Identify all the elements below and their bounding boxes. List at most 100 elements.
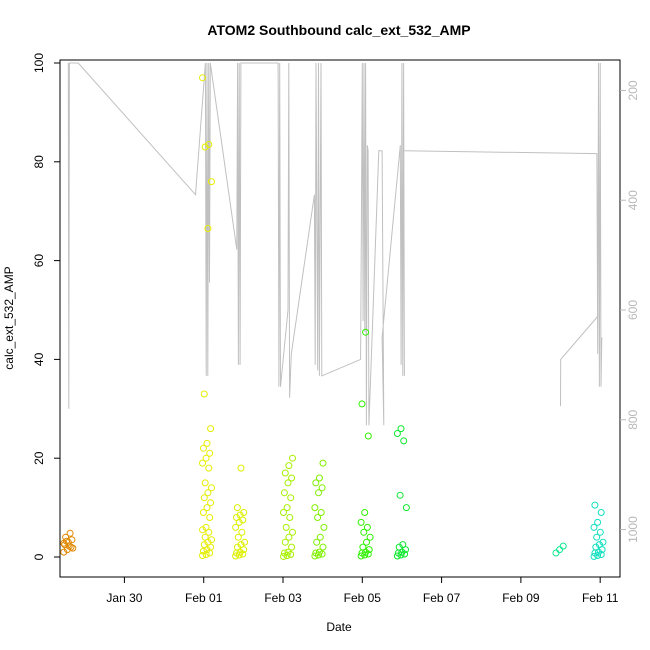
point-8-10 <box>596 528 604 536</box>
point-4-16 <box>319 459 327 467</box>
point-3-16 <box>288 474 296 482</box>
y2-tick-label-3: 800 <box>626 409 640 429</box>
point-4-9 <box>314 514 322 521</box>
point-3-14 <box>280 489 288 497</box>
point-4-12 <box>315 489 322 497</box>
point-7-0 <box>552 549 560 557</box>
y-tick-label-4: 80 <box>32 155 46 169</box>
point-7-2 <box>559 542 567 550</box>
point-3-15 <box>284 479 292 487</box>
point-5-0 <box>357 552 365 560</box>
point-1-18 <box>204 489 212 497</box>
point-1-20 <box>201 479 209 487</box>
point-1-19 <box>208 484 215 492</box>
point-4-14 <box>312 479 320 487</box>
point-5-9 <box>360 528 368 536</box>
point-3-0 <box>280 553 287 560</box>
y2-tick-label-2: 600 <box>626 300 640 320</box>
x-axis: Jan 30 Feb 01 Feb 03 Feb 05 Feb 07 Feb 09 Feb … <box>106 577 619 605</box>
point-4-7 <box>316 533 324 541</box>
x-tick-label-6: Feb 11 <box>582 591 619 605</box>
y-tick-label-1: 20 <box>32 451 46 465</box>
point-5-14 <box>358 400 366 408</box>
chart-title: ATOM2 Southbound calc_ext_532_AMP <box>207 22 470 38</box>
point-1-13 <box>206 514 214 521</box>
point-5-11 <box>357 518 365 526</box>
point-3-6 <box>281 538 289 546</box>
point-1-17 <box>200 494 208 502</box>
point-1-25 <box>199 444 207 452</box>
point-1-9 <box>201 533 209 541</box>
point-2-7 <box>237 541 245 549</box>
point-8-11 <box>590 523 598 531</box>
point-6-9 <box>396 491 404 499</box>
point-1-29 <box>204 225 212 232</box>
point-1-28 <box>200 390 208 398</box>
point-1-33 <box>199 74 206 82</box>
point-4-4 <box>315 548 323 556</box>
point-3-13 <box>287 494 295 502</box>
point-3-9 <box>282 523 290 531</box>
point-1-30 <box>208 178 215 186</box>
point-1-23 <box>202 454 210 462</box>
point-1-3 <box>199 547 207 555</box>
y-tick-label-2: 40 <box>32 352 46 366</box>
plot-frame <box>59 59 621 578</box>
point-6-7 <box>399 541 407 549</box>
point-1-22 <box>199 459 206 467</box>
point-3-18 <box>285 462 293 470</box>
point-8-12 <box>594 518 602 526</box>
x-tick-label-2: Feb 03 <box>264 591 302 605</box>
y2-tick-label-0: 200 <box>626 80 640 100</box>
point-3-5 <box>288 543 296 551</box>
y-tick-label-0: 0 <box>32 553 46 560</box>
depth-track-lines <box>67 62 603 426</box>
point-2-11 <box>232 523 240 531</box>
point-0-11 <box>60 539 68 547</box>
point-3-12 <box>283 504 291 512</box>
point-3-19 <box>289 454 296 462</box>
point-4-3 <box>312 549 320 557</box>
point-4-8 <box>320 523 328 531</box>
point-1-32 <box>205 141 213 148</box>
point-4-13 <box>318 484 326 492</box>
point-2-0 <box>232 552 240 560</box>
point-6-8 <box>402 504 410 512</box>
depth-line-2 <box>560 315 599 407</box>
x-tick-label-4: Feb 07 <box>423 591 461 605</box>
point-2-18 <box>237 464 245 472</box>
y-axis: 0 20 40 60 80 100 <box>32 53 60 560</box>
point-7-1 <box>556 546 564 554</box>
point-0-8 <box>69 544 77 552</box>
y2-axis: 200 400 600 800 1000 <box>620 80 640 543</box>
scatter-points <box>60 74 607 560</box>
point-8-0 <box>590 553 598 560</box>
point-4-0 <box>311 552 319 560</box>
point-5-15 <box>362 328 370 336</box>
x-tick-label-1: Feb 01 <box>185 591 223 605</box>
y2-tick-label-4: 1000 <box>626 516 640 543</box>
point-1-24 <box>206 449 214 457</box>
point-3-7 <box>285 533 293 541</box>
point-1-27 <box>207 425 215 433</box>
point-1-11 <box>199 526 206 534</box>
point-5-10 <box>363 523 371 531</box>
point-5-6 <box>359 543 367 551</box>
point-3-11 <box>280 509 287 516</box>
x-axis-label: Date <box>326 620 352 634</box>
y-axis-label: calc_ext_532_AMP <box>2 266 16 369</box>
y2-tick-label-1: 400 <box>626 190 640 210</box>
point-0-10 <box>66 529 74 537</box>
point-2-10 <box>238 528 246 536</box>
point-8-13 <box>597 509 605 516</box>
point-3-10 <box>286 514 294 521</box>
y-tick-label-5: 100 <box>32 53 46 73</box>
point-4-5 <box>319 543 327 551</box>
x-tick-label-3: Feb 05 <box>344 591 382 605</box>
point-6-0 <box>393 552 401 560</box>
point-3-4 <box>284 548 292 556</box>
point-1-12 <box>202 523 210 531</box>
point-6-12 <box>397 425 405 433</box>
point-2-17 <box>233 504 241 512</box>
